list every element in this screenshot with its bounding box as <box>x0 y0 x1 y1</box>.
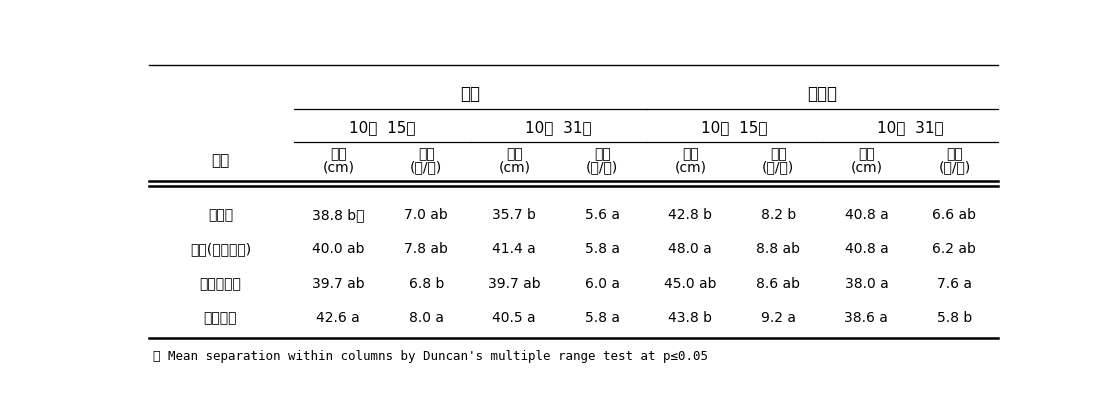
Text: 초장: 초장 <box>858 147 875 161</box>
Text: 43.8 b: 43.8 b <box>668 311 713 325</box>
Text: 6.6 ab: 6.6 ab <box>932 208 977 222</box>
Text: 5.8 a: 5.8 a <box>585 311 620 325</box>
Text: 45.0 ab: 45.0 ab <box>664 277 716 291</box>
Text: 8.8 ab: 8.8 ab <box>756 242 800 256</box>
Text: 10월  31일: 10월 31일 <box>525 120 592 135</box>
Text: 엽수: 엽수 <box>594 147 611 161</box>
Text: 비트: 비트 <box>460 85 480 103</box>
Text: 38.8 bᶑ: 38.8 bᶑ <box>312 208 365 222</box>
Text: 40.0 ab: 40.0 ab <box>312 242 365 256</box>
Text: (cm): (cm) <box>675 160 706 174</box>
Text: 35.7 b: 35.7 b <box>492 208 536 222</box>
Text: 48.0 a: 48.0 a <box>668 242 712 256</box>
Text: 초장: 초장 <box>681 147 698 161</box>
Text: 8.2 b: 8.2 b <box>761 208 796 222</box>
Text: 7.0 ab: 7.0 ab <box>404 208 448 222</box>
Text: 42.6 a: 42.6 a <box>317 311 360 325</box>
Text: 8.0 a: 8.0 a <box>408 311 444 325</box>
Text: 41.4 a: 41.4 a <box>492 242 536 256</box>
Text: 엽수: 엽수 <box>417 147 434 161</box>
Text: (매/주): (매/주) <box>586 160 619 174</box>
Text: 엽수: 엽수 <box>946 147 962 161</box>
Text: (cm): (cm) <box>498 160 530 174</box>
Text: 40.8 a: 40.8 a <box>845 242 888 256</box>
Text: 5.6 a: 5.6 a <box>585 208 620 222</box>
Text: 6.0 a: 6.0 a <box>585 277 620 291</box>
Text: 6.8 b: 6.8 b <box>408 277 444 291</box>
Text: 42.8 b: 42.8 b <box>668 208 713 222</box>
Text: (cm): (cm) <box>850 160 883 174</box>
Text: 10월  15일: 10월 15일 <box>349 120 415 135</box>
Text: 40.8 a: 40.8 a <box>845 208 888 222</box>
Text: 9.2 a: 9.2 a <box>761 311 796 325</box>
Text: 40.5 a: 40.5 a <box>492 311 536 325</box>
Text: 종합기술: 종합기술 <box>204 311 237 325</box>
Text: 10월  31일: 10월 31일 <box>877 120 943 135</box>
Text: (cm): (cm) <box>322 160 355 174</box>
Text: 6.2 ab: 6.2 ab <box>932 242 977 256</box>
Text: 39.7 ab: 39.7 ab <box>312 277 365 291</box>
Text: 엽수: 엽수 <box>770 147 787 161</box>
Text: 5.8 a: 5.8 a <box>585 242 620 256</box>
Text: (매/주): (매/주) <box>939 160 970 174</box>
Text: 38.6 a: 38.6 a <box>845 311 888 325</box>
Text: 초장: 초장 <box>506 147 523 161</box>
Text: 적근대: 적근대 <box>808 85 837 103</box>
Text: 초장: 초장 <box>330 147 347 161</box>
Text: 39.7 ab: 39.7 ab <box>488 277 540 291</box>
Text: 관행(화학농약): 관행(화학농약) <box>190 242 251 256</box>
Text: 친환경자재: 친환경자재 <box>199 277 242 291</box>
Text: 무처리: 무처리 <box>208 208 233 222</box>
Text: (매/주): (매/주) <box>762 160 794 174</box>
Text: 10월  15일: 10월 15일 <box>702 120 768 135</box>
Text: 구분: 구분 <box>211 153 229 168</box>
Text: 5.8 b: 5.8 b <box>937 311 972 325</box>
Text: 38.0 a: 38.0 a <box>845 277 888 291</box>
Text: (매/주): (매/주) <box>411 160 442 174</box>
Text: 7.8 ab: 7.8 ab <box>404 242 449 256</box>
Text: ᶑ Mean separation within columns by Duncan's multiple range test at p≤0.05: ᶑ Mean separation within columns by Dunc… <box>153 349 708 362</box>
Text: 7.6 a: 7.6 a <box>937 277 972 291</box>
Text: 8.6 ab: 8.6 ab <box>756 277 800 291</box>
